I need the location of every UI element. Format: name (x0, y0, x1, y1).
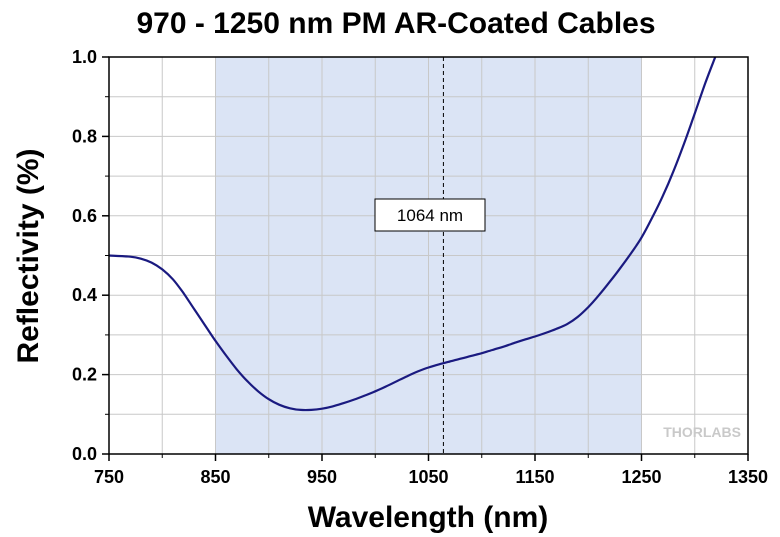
annotation-box (374, 198, 486, 232)
tick-marks (102, 56, 749, 461)
y-tick-label: 0.0 (72, 444, 97, 464)
x-axis-label: Wavelength (nm) (308, 501, 549, 534)
x-tick-label: 1050 (408, 467, 448, 487)
x-tick-label: 950 (307, 467, 337, 487)
y-tick-label: 1.0 (72, 47, 97, 67)
y-tick-label: 0.2 (72, 365, 97, 385)
x-tick-label: 1150 (515, 467, 554, 487)
y-tick-label: 0.6 (72, 206, 97, 226)
chart-title: 970 - 1250 nm PM AR-Coated Cables (136, 7, 655, 40)
x-tick-label: 1350 (728, 467, 768, 487)
y-tick-label: 0.4 (72, 285, 97, 305)
annotation-group: 1064 nm (374, 198, 486, 232)
y-axis-label: Reflectivity (%) (12, 148, 45, 363)
x-tick-label: 1250 (621, 467, 661, 487)
watermark-logo: THORLABS (663, 424, 741, 440)
grid-lines (109, 57, 748, 454)
reflectivity-curve (109, 57, 717, 412)
annotation-label: 1064 nm (397, 206, 463, 225)
x-tick-label: 850 (200, 467, 230, 487)
tick-labels: 750 850 950 1050 1150 1250 1350 0.0 0.2 0.4 0.6 0.8… (72, 47, 768, 487)
y-tick-label: 0.8 (72, 126, 97, 146)
series-group (109, 57, 717, 412)
x-tick-label: 750 (94, 467, 124, 487)
